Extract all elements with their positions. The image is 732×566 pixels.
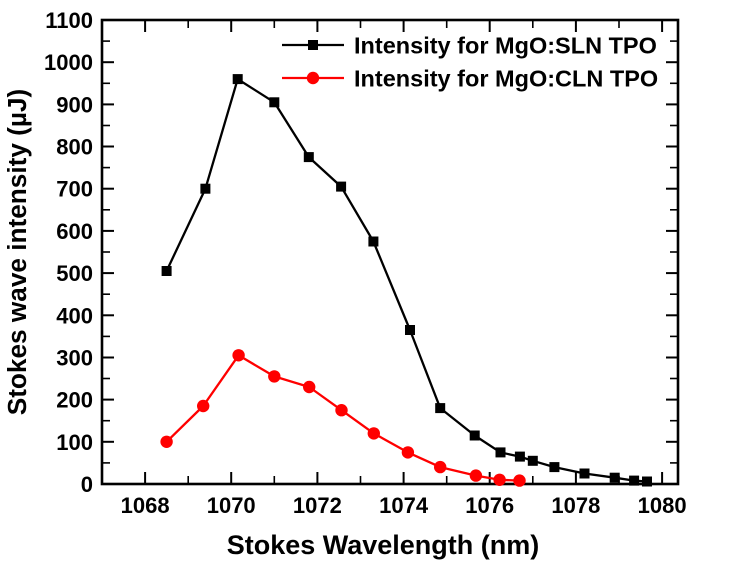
svg-text:1074: 1074 [379,493,429,518]
svg-text:1070: 1070 [207,493,256,518]
svg-text:Intensity for MgO:CLN TPO: Intensity for MgO:CLN TPO [354,66,658,92]
svg-text:1068: 1068 [121,493,170,518]
svg-text:300: 300 [56,346,93,371]
svg-text:200: 200 [56,388,93,413]
svg-text:1080: 1080 [638,493,687,518]
svg-text:800: 800 [56,135,93,160]
svg-text:400: 400 [56,303,93,328]
svg-text:Stokes wave intensity (µJ): Stokes wave intensity (µJ) [2,89,32,416]
svg-text:1076: 1076 [465,493,514,518]
svg-text:0: 0 [81,472,93,497]
svg-text:1072: 1072 [293,493,342,518]
svg-text:600: 600 [56,219,93,244]
svg-text:Stokes Wavelength (nm): Stokes Wavelength (nm) [227,530,540,560]
svg-text:700: 700 [56,177,93,202]
svg-text:500: 500 [56,261,93,286]
svg-text:1100: 1100 [45,8,93,33]
svg-text:Intensity for MgO:SLN TPO: Intensity for MgO:SLN TPO [354,33,657,59]
svg-text:900: 900 [56,92,93,117]
svg-text:1078: 1078 [551,493,600,518]
svg-text:1000: 1000 [44,50,93,75]
svg-text:100: 100 [56,430,93,455]
